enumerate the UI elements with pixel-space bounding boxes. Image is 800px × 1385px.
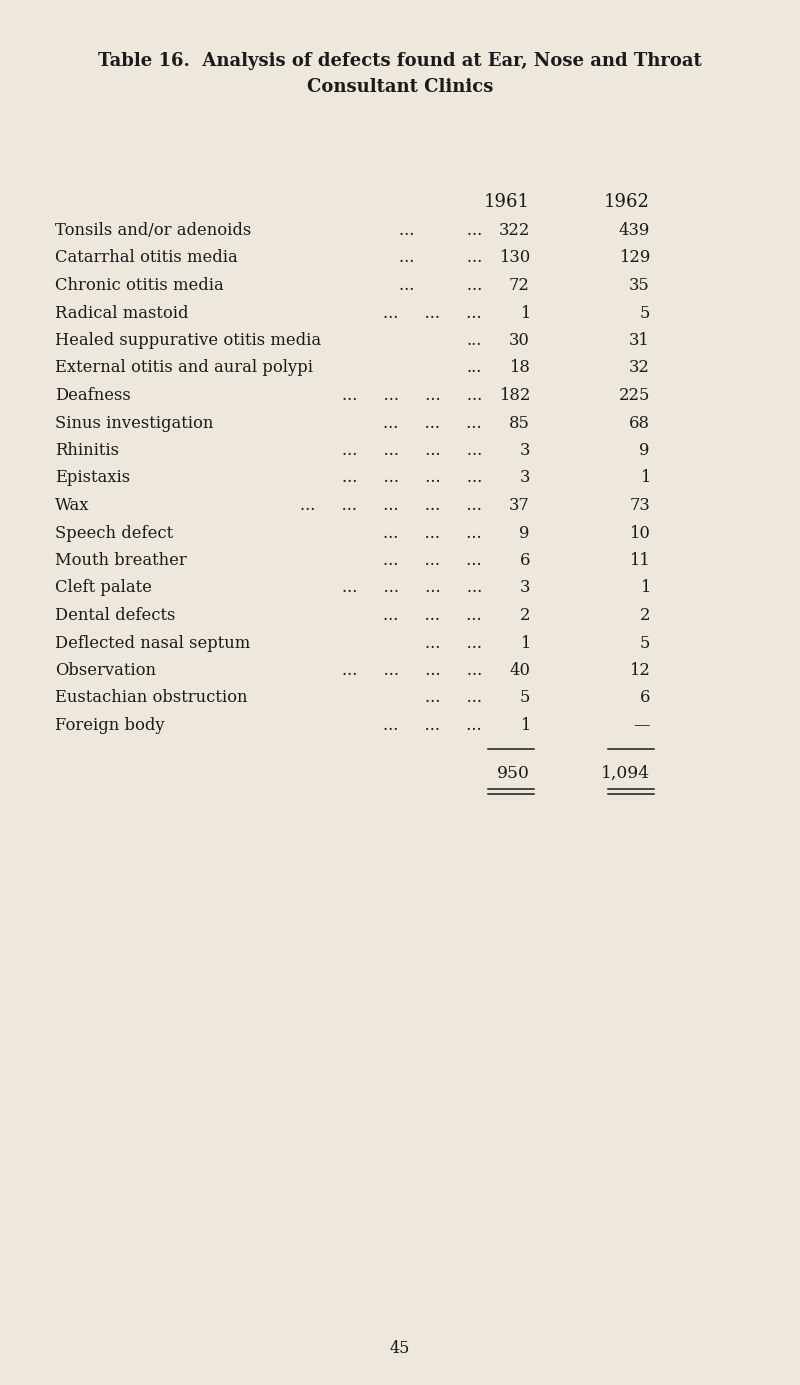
Text: —: — xyxy=(634,717,650,734)
Text: 9: 9 xyxy=(519,525,530,542)
Text: 950: 950 xyxy=(497,765,530,781)
Text: Sinus investigation: Sinus investigation xyxy=(55,414,214,432)
Text: External otitis and aural polypi: External otitis and aural polypi xyxy=(55,360,313,377)
Text: 182: 182 xyxy=(498,386,530,404)
Text: 5: 5 xyxy=(640,305,650,321)
Text: Epistaxis: Epistaxis xyxy=(55,470,130,486)
Text: Dental defects: Dental defects xyxy=(55,607,175,625)
Text: 225: 225 xyxy=(618,386,650,404)
Text: 1: 1 xyxy=(520,634,530,651)
Text: 85: 85 xyxy=(509,414,530,432)
Text: ...     ...     ...: ... ... ... xyxy=(383,553,482,569)
Text: Rhinitis: Rhinitis xyxy=(55,442,119,458)
Text: 5: 5 xyxy=(640,634,650,651)
Text: 32: 32 xyxy=(629,360,650,377)
Text: Speech defect: Speech defect xyxy=(55,525,173,542)
Text: 129: 129 xyxy=(618,249,650,266)
Text: Deafness: Deafness xyxy=(55,386,130,404)
Text: 1: 1 xyxy=(640,470,650,486)
Text: ...     ...     ...     ...: ... ... ... ... xyxy=(342,386,482,404)
Text: 73: 73 xyxy=(630,497,650,514)
Text: ...     ...     ...     ...     ...: ... ... ... ... ... xyxy=(300,497,482,514)
Text: 3: 3 xyxy=(520,579,530,597)
Text: Eustachian obstruction: Eustachian obstruction xyxy=(55,690,247,706)
Text: 1: 1 xyxy=(520,305,530,321)
Text: 72: 72 xyxy=(509,277,530,294)
Text: 1: 1 xyxy=(520,717,530,734)
Text: 11: 11 xyxy=(630,553,650,569)
Text: 40: 40 xyxy=(509,662,530,679)
Text: Chronic otitis media: Chronic otitis media xyxy=(55,277,224,294)
Text: ...     ...     ...: ... ... ... xyxy=(383,525,482,542)
Text: 10: 10 xyxy=(629,525,650,542)
Text: Tonsils and/or adenoids: Tonsils and/or adenoids xyxy=(55,222,251,240)
Text: Healed suppurative otitis media: Healed suppurative otitis media xyxy=(55,332,321,349)
Text: Consultant Clinics: Consultant Clinics xyxy=(307,78,493,96)
Text: ...     ...     ...     ...: ... ... ... ... xyxy=(342,579,482,597)
Text: Wax: Wax xyxy=(55,497,90,514)
Text: 1,094: 1,094 xyxy=(601,765,650,781)
Text: 3: 3 xyxy=(520,442,530,458)
Text: ...          ...: ... ... xyxy=(398,222,482,240)
Text: ...     ...: ... ... xyxy=(425,690,482,706)
Text: Cleft palate: Cleft palate xyxy=(55,579,152,597)
Text: 37: 37 xyxy=(510,497,530,514)
Text: Foreign body: Foreign body xyxy=(55,717,165,734)
Text: ...     ...     ...: ... ... ... xyxy=(383,305,482,321)
Text: 45: 45 xyxy=(390,1341,410,1357)
Text: ...     ...: ... ... xyxy=(425,634,482,651)
Text: 18: 18 xyxy=(509,360,530,377)
Text: 35: 35 xyxy=(630,277,650,294)
Text: ...     ...     ...     ...: ... ... ... ... xyxy=(342,662,482,679)
Text: ...: ... xyxy=(466,332,482,349)
Text: Observation: Observation xyxy=(55,662,156,679)
Text: 2: 2 xyxy=(519,607,530,625)
Text: Deflected nasal septum: Deflected nasal septum xyxy=(55,634,250,651)
Text: 68: 68 xyxy=(629,414,650,432)
Text: 1: 1 xyxy=(640,579,650,597)
Text: ...          ...: ... ... xyxy=(398,277,482,294)
Text: 439: 439 xyxy=(618,222,650,240)
Text: Mouth breather: Mouth breather xyxy=(55,553,186,569)
Text: 1962: 1962 xyxy=(604,193,650,211)
Text: 3: 3 xyxy=(520,470,530,486)
Text: ...     ...     ...: ... ... ... xyxy=(383,607,482,625)
Text: 30: 30 xyxy=(509,332,530,349)
Text: ...: ... xyxy=(466,360,482,377)
Text: ...     ...     ...: ... ... ... xyxy=(383,717,482,734)
Text: ...          ...: ... ... xyxy=(398,249,482,266)
Text: Catarrhal otitis media: Catarrhal otitis media xyxy=(55,249,238,266)
Text: ...     ...     ...     ...: ... ... ... ... xyxy=(342,470,482,486)
Text: 31: 31 xyxy=(630,332,650,349)
Text: 9: 9 xyxy=(639,442,650,458)
Text: Radical mastoid: Radical mastoid xyxy=(55,305,189,321)
Text: 322: 322 xyxy=(498,222,530,240)
Text: 2: 2 xyxy=(639,607,650,625)
Text: 6: 6 xyxy=(639,690,650,706)
Text: ...     ...     ...     ...: ... ... ... ... xyxy=(342,442,482,458)
Text: 1961: 1961 xyxy=(484,193,530,211)
Text: ...     ...     ...: ... ... ... xyxy=(383,414,482,432)
Text: 5: 5 xyxy=(520,690,530,706)
Text: Table 16.  Analysis of defects found at Ear, Nose and Throat: Table 16. Analysis of defects found at E… xyxy=(98,53,702,71)
Text: 12: 12 xyxy=(629,662,650,679)
Text: 130: 130 xyxy=(498,249,530,266)
Text: 6: 6 xyxy=(519,553,530,569)
